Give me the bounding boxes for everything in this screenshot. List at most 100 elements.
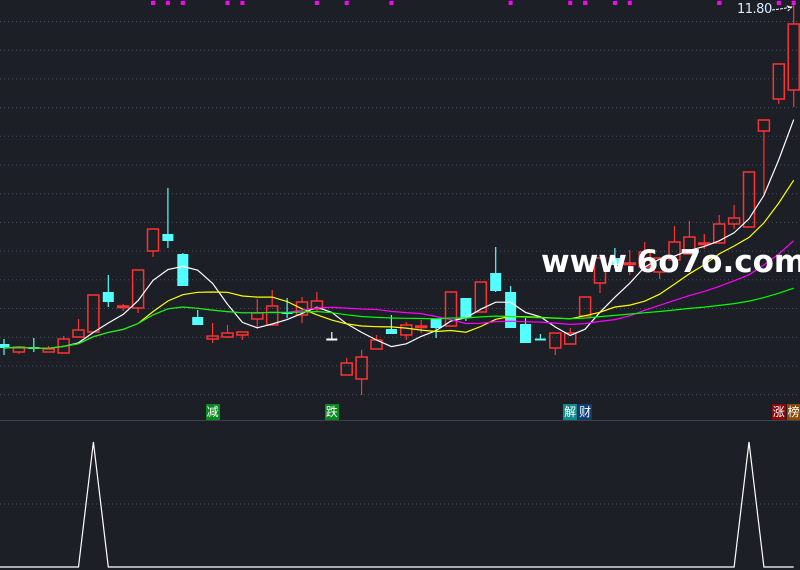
top-marker-dot [225, 1, 230, 5]
candle-body-up [593, 257, 607, 284]
top-marker-dot [165, 1, 170, 5]
candle-body-down [505, 292, 517, 328]
candle [131, 269, 145, 313]
candle [236, 331, 249, 340]
candle-body-up [444, 291, 458, 327]
candle [28, 338, 40, 352]
candle [265, 290, 279, 326]
candle [192, 310, 204, 325]
candle [772, 63, 786, 104]
watermark: www.6o7o.com [541, 244, 800, 280]
candle-body-down [162, 234, 174, 241]
candle [162, 188, 174, 248]
candle-body-up [668, 241, 681, 261]
candle-body-up [131, 269, 145, 309]
candle-body-up [787, 23, 800, 91]
candle [355, 350, 368, 395]
candle [623, 250, 637, 275]
candle [609, 248, 621, 268]
candle-body-down [102, 292, 114, 302]
candle-body-up [310, 300, 324, 310]
candle-body-up [340, 362, 353, 376]
candle [87, 294, 100, 333]
signal-label: 涨 [771, 404, 786, 420]
top-marker-dot [508, 1, 513, 5]
candle [578, 296, 592, 317]
top-marker-dot [180, 1, 185, 5]
candle-body-down [177, 254, 189, 286]
candle-body-up [146, 228, 160, 252]
candle-body-up [563, 332, 577, 345]
candle [42, 346, 55, 353]
signal-label: 跌 [324, 404, 339, 420]
candle [57, 336, 70, 354]
candle [683, 221, 696, 255]
candle-body-down [460, 298, 472, 318]
candle-body-up [87, 294, 100, 333]
top-marker-dot [240, 1, 245, 5]
candle [727, 205, 741, 229]
candle [549, 332, 562, 355]
candle-body-up [414, 325, 428, 329]
candle-body-flat [326, 338, 338, 341]
ma60-line [3, 287, 794, 349]
candle-body-up [757, 119, 771, 132]
candle [520, 318, 531, 343]
candle [177, 253, 189, 286]
candle [712, 215, 726, 244]
candle-body-up [355, 356, 368, 380]
candle [534, 334, 546, 341]
candle-body-up [712, 223, 726, 244]
candle-body-up [727, 217, 741, 225]
candle [206, 323, 219, 343]
candle-body-up [400, 324, 413, 336]
candle [444, 291, 458, 327]
top-marker-dot [151, 1, 155, 5]
top-marker-dot [717, 1, 722, 5]
candle [0, 339, 10, 355]
candle [295, 297, 309, 323]
candle-body-down [430, 319, 442, 328]
price-arrow-icon [771, 5, 793, 12]
candle-body-down [385, 329, 397, 334]
top-marker-dot [612, 1, 617, 5]
candle [474, 281, 488, 313]
top-marker-dot [627, 1, 632, 5]
candle-body-up [265, 305, 279, 326]
candle [251, 299, 264, 329]
candle-body-down [0, 344, 10, 348]
ma5-line [3, 119, 795, 349]
top-marker-dot [389, 1, 394, 5]
candle-body-down [520, 324, 531, 343]
candle-body-down [490, 273, 502, 291]
candle-body-up [653, 257, 666, 273]
candle-body-up [549, 332, 562, 349]
candle [430, 319, 442, 338]
candle-body-up [251, 312, 264, 320]
candle-body-up [578, 296, 592, 317]
candle [787, 5, 800, 107]
candle-body-up [772, 63, 786, 100]
high-price-label: 11.80 [737, 2, 772, 17]
candle [593, 257, 607, 293]
indicator-line [0, 441, 794, 568]
candle [490, 247, 502, 292]
candle [102, 275, 114, 307]
candle-body-up [236, 331, 249, 336]
candle-body-up [295, 301, 309, 316]
candle-body-up [221, 332, 234, 338]
candle-body-up [474, 281, 488, 313]
candle-body-up [42, 348, 55, 353]
candle [400, 322, 413, 340]
candle [340, 358, 353, 376]
candle [757, 119, 771, 194]
candle [146, 228, 160, 257]
candle [742, 171, 756, 228]
candle [563, 328, 577, 345]
top-marker-dot [314, 1, 319, 5]
candle [221, 325, 234, 338]
candle-body-up [623, 262, 637, 266]
candle-body-up [116, 305, 130, 309]
